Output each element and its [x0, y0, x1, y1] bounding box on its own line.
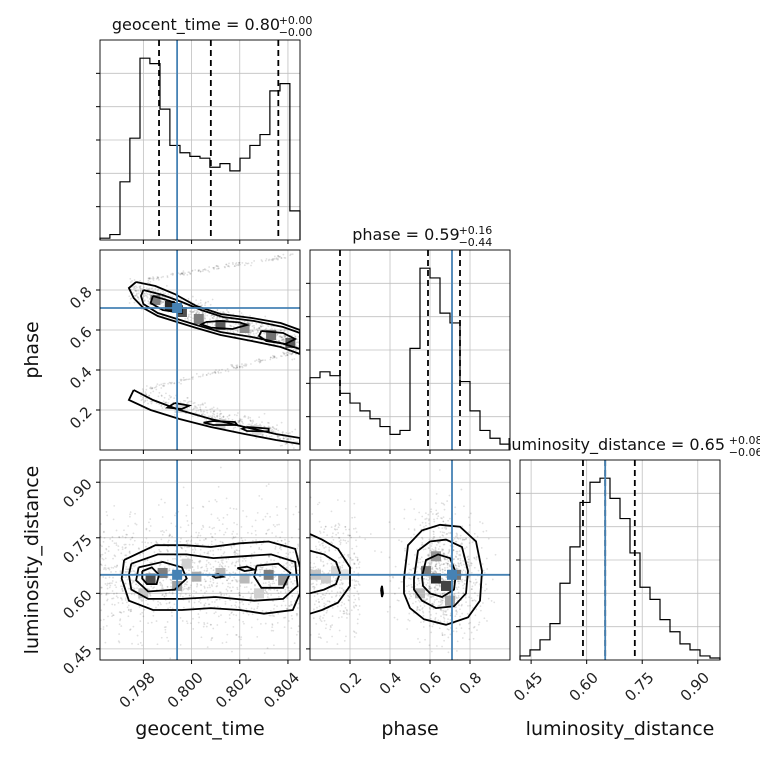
contour-3 [421, 553, 457, 598]
density-cell [215, 320, 226, 330]
y-tick-label-phase: 0.4 [66, 363, 96, 393]
sample-scatter [310, 469, 510, 660]
density-cell [164, 301, 175, 311]
x-tick-label-geocent_time: 0.802 [212, 669, 255, 712]
contour-4 [310, 533, 351, 615]
y-tick-label-luminosity_distance: 0.45 [59, 642, 95, 678]
contour-9 [239, 426, 270, 433]
contour-7 [164, 402, 193, 410]
contour-6 [380, 585, 384, 598]
density-cell [150, 295, 161, 305]
contour-5 [310, 549, 341, 595]
title-upper-error: +0.08 [729, 434, 760, 447]
grid [100, 40, 300, 240]
density-cell [145, 573, 156, 584]
histogram-geocent_time [99, 57, 301, 240]
density-cell [157, 567, 168, 578]
density-cell [239, 323, 250, 333]
grid [100, 250, 300, 450]
contour-2 [413, 538, 469, 610]
y-tick-label-luminosity_distance: 0.90 [59, 475, 95, 511]
y-tick-label-luminosity_distance: 0.75 [59, 531, 95, 567]
density-cell [441, 580, 451, 591]
density-cell [254, 588, 265, 599]
axes-frame [99, 459, 301, 661]
x-tick-label-phase: 0.6 [416, 669, 446, 699]
title-phase: phase = 0.59 [352, 225, 459, 244]
title-geocent_time: geocent_time = 0.80 [112, 15, 280, 35]
density-cell [191, 571, 202, 582]
y-tick-label-phase: 0.6 [66, 323, 96, 353]
truth-marker [447, 569, 457, 580]
title-upper-error: +0.16 [459, 224, 493, 237]
density-cell [431, 573, 441, 584]
panel-luminosity_distance-vs-phase [306, 459, 511, 664]
title-lower-error: −0.06 [729, 446, 760, 459]
plot-area [100, 250, 300, 450]
y-axis-label-luminosity_distance: luminosity_distance [21, 466, 43, 655]
density-cell [215, 419, 226, 429]
density-cell [181, 558, 192, 569]
grid [520, 460, 720, 660]
contour-8 [203, 420, 240, 426]
y-tick-label-luminosity_distance: 0.60 [59, 586, 95, 622]
histogram-luminosity_distance [519, 477, 721, 660]
density-cell [193, 314, 204, 324]
panel-phase-marginal: phase = 0.59+0.16−0.44 [306, 224, 511, 454]
density-cell [285, 338, 296, 348]
contour-1 [403, 523, 483, 626]
density-cell [415, 588, 425, 599]
title-upper-error: +0.00 [279, 14, 313, 27]
x-axis-label-geocent_time: geocent_time [135, 718, 264, 740]
panel-luminosity_distance-vs-geocent_time [96, 459, 301, 664]
x-tick-label-luminosity_distance: 0.90 [677, 669, 713, 705]
density-cell [266, 330, 277, 340]
density-cell [321, 573, 331, 584]
x-tick-label-phase: 0.2 [336, 669, 366, 699]
x-tick-label-phase: 0.4 [376, 669, 406, 699]
panel-geocent_time-marginal: geocent_time = 0.80+0.00−0.00 [96, 14, 312, 244]
panel-phase-vs-geocent_time [96, 249, 301, 454]
contour-4 [253, 562, 292, 589]
x-tick-label-geocent_time: 0.804 [260, 669, 303, 712]
panel-luminosity_distance-marginal: luminosity_distance = 0.65 +0.08−0.06 [507, 434, 760, 664]
density-cell [278, 575, 289, 586]
x-tick-label-phase: 0.8 [456, 669, 486, 699]
contour-2 [127, 553, 299, 602]
x-tick-label-geocent_time: 0.798 [116, 669, 159, 712]
contour-1 [120, 540, 300, 615]
plot-area [310, 460, 510, 660]
plot-area [100, 460, 300, 660]
density-cell [331, 566, 341, 577]
contour-5 [141, 566, 160, 585]
density-cell [215, 567, 226, 578]
title-lower-error: −0.44 [459, 236, 493, 249]
x-axis-label-luminosity_distance: luminosity_distance [526, 718, 715, 740]
density-cell [239, 573, 250, 584]
density-cell [445, 595, 455, 606]
axes-frame [309, 459, 511, 661]
y-tick-label-phase: 0.2 [66, 403, 96, 433]
axes-frame [99, 249, 301, 451]
density-cell [138, 588, 149, 599]
x-tick-label-luminosity_distance: 0.60 [566, 669, 602, 705]
y-tick-label-phase: 0.8 [66, 283, 96, 313]
contour-5 [257, 330, 298, 345]
y-axis-label-phase: phase [21, 321, 43, 378]
x-axis-label-phase: phase [381, 718, 438, 740]
density-cell [421, 566, 431, 577]
x-tick-label-luminosity_distance: 0.45 [510, 669, 546, 705]
grid [310, 460, 510, 660]
x-tick-label-geocent_time: 0.800 [164, 669, 207, 712]
truth-marker [172, 303, 183, 313]
contour-4 [198, 320, 250, 330]
title-lower-error: −0.00 [279, 26, 313, 39]
contour-6 [236, 565, 258, 573]
contour-6 [127, 389, 300, 445]
truth-marker [172, 569, 183, 580]
title-luminosity_distance: luminosity_distance = 0.65 [507, 435, 725, 455]
contour-3 [135, 560, 188, 593]
x-tick-label-luminosity_distance: 0.75 [621, 669, 657, 705]
